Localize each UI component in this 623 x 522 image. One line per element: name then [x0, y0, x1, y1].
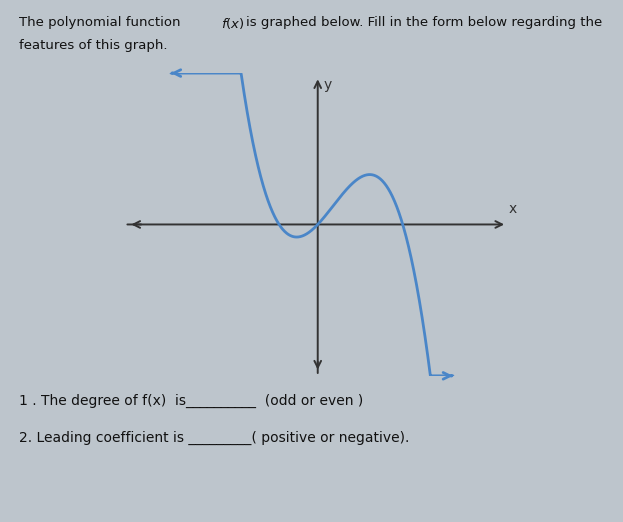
Text: $f(x)$: $f(x)$ — [221, 16, 245, 31]
Text: 2. Leading coefficient is _________( positive or negative).: 2. Leading coefficient is _________( pos… — [19, 431, 409, 445]
Text: features of this graph.: features of this graph. — [19, 39, 167, 52]
Text: x: x — [509, 202, 517, 216]
Text: 1 . The degree of f(x)  is__________  (odd or even ): 1 . The degree of f(x) is__________ (odd… — [19, 394, 363, 408]
Text: is graphed below. Fill in the form below regarding the: is graphed below. Fill in the form below… — [246, 16, 602, 29]
Text: The polynomial function: The polynomial function — [19, 16, 184, 29]
Text: y: y — [323, 78, 332, 92]
